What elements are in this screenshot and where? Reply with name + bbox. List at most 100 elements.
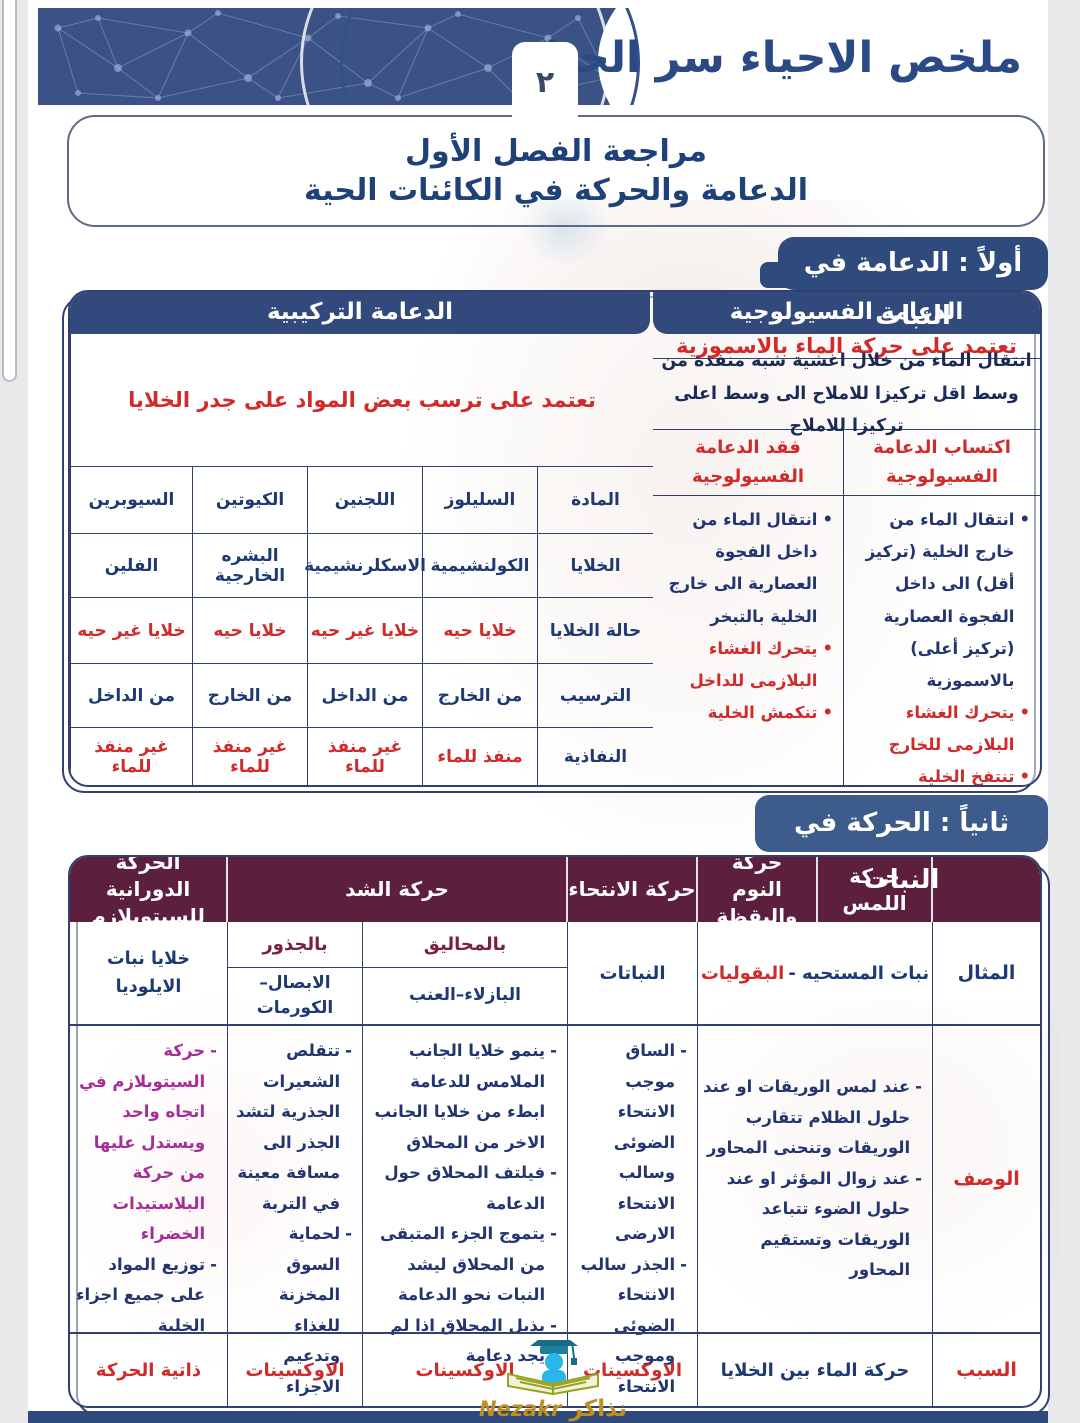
chapter-review-box: مراجعة الفصل الأول الدعامة والحركة في ال… xyxy=(67,115,1045,227)
material-name: الكيوتين xyxy=(193,467,308,533)
bottom-navy-bar xyxy=(28,1411,1048,1423)
deposition-side: من الداخل xyxy=(308,664,423,727)
cell-type: البشره الخارجية xyxy=(193,534,308,597)
cyclosis-description: حركة السيتوبلازم في اتجاه واحد ويستدل عل… xyxy=(70,1026,228,1335)
roots-example-value: الابصال– الكورمات xyxy=(256,972,334,1019)
review-title-line2: الدعامة والحركة في الكائنات الحية xyxy=(303,173,809,208)
gain-item: تنتفخ الخلية xyxy=(848,761,1030,785)
physio-osmosis-note: تعتمد على حركة الماء بالاسموزية xyxy=(653,334,1040,359)
corner-cell xyxy=(933,857,1040,922)
materials-grid: المادة السليلوز اللجنين الكيوتين السيوبر… xyxy=(71,467,653,785)
loss-item: تنكمش الخلية xyxy=(657,697,833,729)
cyclosis-cause: ذاتية الحركة xyxy=(70,1334,228,1406)
touch-sleep-example: نبات المستحيه - البقوليات xyxy=(698,922,933,1024)
page-edge-decoration xyxy=(2,0,17,382)
watermark-arabic: نذاكر xyxy=(569,1396,628,1422)
loss-item: انتقال الماء من داخل الفجوة العصارية الى… xyxy=(657,504,833,633)
touch-movement-header: حركة اللمس xyxy=(818,857,933,922)
cell-state: خلايا حيه xyxy=(423,598,538,663)
description-item: لحماية السوق المخزنة للغذاء وتدعيم الاجز… xyxy=(232,1219,352,1406)
roots-description: تتقلص الشعيرات الجذرية لتشد الجذر الى مس… xyxy=(228,1026,363,1396)
description-item: يذبل المحلاق اذا لم يجد دعامة xyxy=(367,1311,557,1372)
page-number-badge: ٢ xyxy=(512,42,578,120)
tendrils-subheader: بالمحاليق xyxy=(363,922,567,968)
loss-item: يتحرك الغشاء البلازمى للداخل xyxy=(657,633,833,697)
row-label-cells: الخلايا xyxy=(570,555,621,576)
example-row-label: المثال xyxy=(957,962,1016,984)
cell-state: خلايا غير حيه xyxy=(71,598,193,663)
booklet-title: ملخص الاحياء سر الحياة xyxy=(519,33,1022,83)
traction-movement-header: حركة الشد xyxy=(228,857,568,922)
tropism-description: الساق موجب الانتحاء الضوئى وسالب الانتحا… xyxy=(568,1026,698,1396)
description-item: الجذر سالب الانتحاء الضوئى وموجب الانتحا… xyxy=(572,1250,687,1406)
tropism-movement-header: حركة الانتحاء xyxy=(568,857,698,922)
deposition-side: من الخارج xyxy=(193,664,308,727)
cause-row-label: السبب xyxy=(956,1359,1017,1381)
permeability: غير منفذ للماء xyxy=(71,728,193,785)
section1-heading: أولاً : الدعامة في النبات xyxy=(778,237,1048,331)
nezakr-watermark-logo: Nezakr نذاكر xyxy=(468,1332,638,1422)
support-table: الدعامة الفسيولوجية الدعامة التركيبية تع… xyxy=(68,290,1042,787)
cell-type: الاسكلرنشيمية xyxy=(304,534,426,597)
description-item: فيلتف المحلاق حول الدعامة xyxy=(367,1158,557,1219)
cell-state: خلايا غير حيه xyxy=(308,598,423,663)
permeability: غير منفذ للماء xyxy=(193,728,308,785)
banner-crescent xyxy=(598,8,1048,105)
description-item: عند لمس الوريقات او عند حلول الظلام تتقا… xyxy=(702,1072,922,1164)
description-item: ينمو خلايا الجانب الملامس للدعامة ابطء م… xyxy=(367,1036,557,1158)
example-row: المثال نبات المستحيه - البقوليات النباتا… xyxy=(70,922,1040,1024)
row-label-material: المادة xyxy=(571,490,620,510)
cause-row: السبب حركة الماء بين الخلايا الاوكسينات … xyxy=(70,1332,1040,1406)
tendrils-example-cell: بالمحاليق البازلاء–العنب xyxy=(363,922,568,1024)
gain-item: يتحرك الغشاء البلازمى للخارج xyxy=(848,697,1030,761)
touch-sleep-example-main: نبات المستحيه - xyxy=(788,962,930,984)
material-name: اللجنين xyxy=(308,467,423,533)
description-row: الوصف عند لمس الوريقات او عند حلول الظلا… xyxy=(70,1024,1040,1396)
touch-sleep-description: عند لمس الوريقات او عند حلول الظلام تتقا… xyxy=(698,1026,933,1332)
tropism-example: النباتات xyxy=(568,922,698,1024)
description-item: توزيع المواد على جميع اجزاء الخلية xyxy=(74,1250,217,1342)
cell-state: خلايا حيه xyxy=(193,598,308,663)
structural-support-column: تعتمد على ترسب بعض المواد على جدر الخلاي… xyxy=(70,334,653,785)
deposition-side: من الداخل xyxy=(71,664,193,727)
gain-item: انتقال الماء من خارج الخلية (تركيز أقل) … xyxy=(848,504,1030,697)
deposition-side: من الخارج xyxy=(423,664,538,727)
description-item: عند زوال المؤثر او عند حلول الضوء تتباعد… xyxy=(702,1164,922,1286)
cell-type: الفلين xyxy=(71,534,193,597)
structural-deposition-note: تعتمد على ترسب بعض المواد على جدر الخلاي… xyxy=(71,334,653,467)
cyclosis-movement-header: الحركة الدورانية للسيتوبلازم xyxy=(70,857,228,928)
roots-example-cell: بالجذور الابصال– الكورمات xyxy=(228,922,363,1024)
loss-support-title: فقد الدعامة الفسيولوجية xyxy=(653,430,843,496)
permeability: منفذ للماء xyxy=(423,728,538,785)
description-item: تتقلص الشعيرات الجذرية لتشد الجذر الى مس… xyxy=(232,1036,352,1219)
physiological-support-header: الدعامة الفسيولوجية xyxy=(653,292,1040,334)
description-item: يتموج الجزء المتبقى من المحلاق ليشد النب… xyxy=(367,1219,557,1311)
review-title-line1: مراجعة الفصل الأول xyxy=(405,134,707,169)
tropism-cause: الاوكسينات xyxy=(568,1334,698,1406)
row-label-cell-state: حالة الخلايا xyxy=(549,620,642,641)
description-item: الساق موجب الانتحاء الضوئى وسالب الانتحا… xyxy=(572,1036,687,1250)
tendrils-example-value: البازلاء–العنب xyxy=(409,985,521,1006)
section2-heading: ثانياً : الحركة في النبات xyxy=(755,795,1048,895)
support-table-header: الدعامة الفسيولوجية الدعامة التركيبية xyxy=(70,292,1040,334)
gain-support-column: اكتساب الدعامة الفسيولوجية انتقال الماء … xyxy=(843,430,1040,785)
tendrils-description: ينمو خلايا الجانب الملامس للدعامة ابطء م… xyxy=(363,1026,568,1365)
movement-table: حركة اللمس حركة النوم واليقظة حركة الانت… xyxy=(68,855,1042,1408)
physio-water-transfer-note: انتقال الماء من خلال اغشية شبه منفذة من … xyxy=(653,351,1040,436)
permeability: غير منفذ للماء xyxy=(308,728,423,785)
gain-support-title: اكتساب الدعامة الفسيولوجية xyxy=(844,430,1040,496)
watermark-text: Nezakr نذاكر xyxy=(468,1396,638,1422)
roots-cause: الاوكسينات xyxy=(228,1334,363,1406)
row-label-deposition: الترسيب xyxy=(559,685,632,706)
movement-table-header: حركة اللمس حركة النوم واليقظة حركة الانت… xyxy=(70,857,1040,928)
material-name: السليلوز xyxy=(423,467,538,533)
material-name: السيوبرين xyxy=(71,467,193,533)
roots-subheader: بالجذور xyxy=(228,922,362,968)
description-item: حركة السيتوبلازم في اتجاه واحد ويستدل عل… xyxy=(74,1036,217,1250)
graduation-book-icon xyxy=(507,1340,599,1396)
loss-support-column: فقد الدعامة الفسيولوجية انتقال الماء من … xyxy=(653,430,843,785)
banner-arc-line xyxy=(340,8,640,105)
tendrils-cause: الاوكسينات xyxy=(363,1334,568,1406)
touch-sleep-cause: حركة الماء بين الخلايا xyxy=(698,1334,933,1406)
